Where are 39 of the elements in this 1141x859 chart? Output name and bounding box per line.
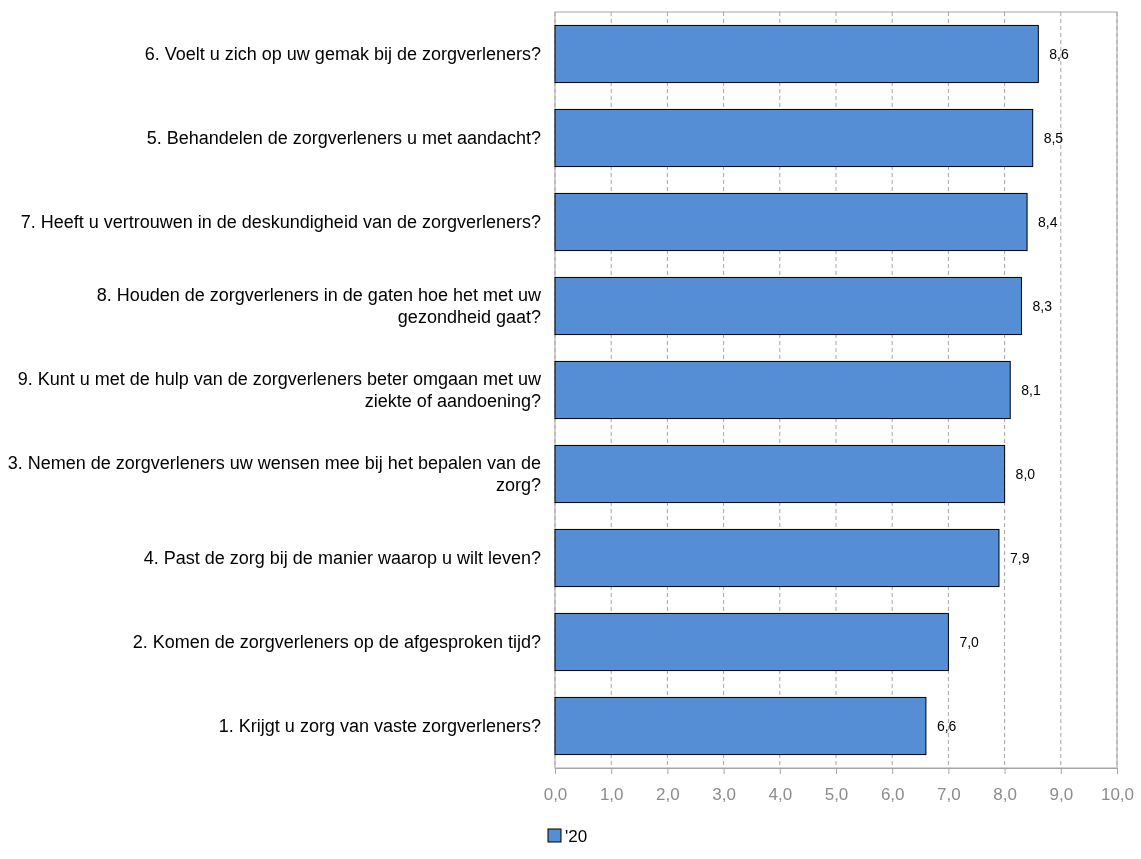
data-label: 8,0 (1015, 465, 1036, 482)
data-label: 8,4 (1038, 213, 1058, 230)
y-tick-label: 2. Komen de zorgverleners op de afgesproken tijd? (132, 632, 541, 653)
data-label: 8,5 (1043, 129, 1064, 146)
x-tick-label: 8,0 (993, 785, 1017, 805)
y-tick-label: 9. Kunt u met de hulp van de zorgverleners beter omgaan met uw ziekte of aandoening? (17, 369, 542, 412)
bar (554, 612, 949, 672)
bar (554, 444, 1006, 504)
y-tick-label: 6. Voelt u zich op uw gemak bij de zorgverleners? (144, 44, 541, 65)
y-tick-label: 1. Krijgt u zorg van vaste zorgverleners? (218, 716, 541, 737)
y-tick-label: 5. Behandelen de zorgverleners u met aandacht? (146, 128, 541, 149)
data-label: 7,0 (959, 633, 980, 650)
x-tick-label: 7,0 (937, 785, 961, 805)
data-label: 8,6 (1049, 45, 1069, 62)
y-tick-label: 7. Heeft u vertrouwen in de deskundigheid van de zorgverleners? (20, 212, 541, 233)
data-label: 8,3 (1032, 297, 1053, 314)
bar (554, 24, 1039, 84)
bar (554, 276, 1022, 336)
x-tick-label: 4,0 (768, 785, 793, 805)
bar (554, 360, 1011, 420)
x-tick-label: 5,0 (824, 785, 849, 805)
x-tick-label: 1,0 (599, 785, 624, 805)
x-tick-label: 6,0 (880, 785, 905, 805)
x-tick-label: 9,0 (1049, 785, 1074, 805)
y-tick-label: 8. Houden de zorgverleners in de gaten hoe het met uw gezondheid gaat? (96, 285, 542, 328)
bar (554, 192, 1028, 252)
data-label: 6,6 (936, 717, 957, 734)
bar (554, 528, 1000, 588)
legend-label: '20 (565, 826, 588, 846)
data-label: 8,1 (1021, 381, 1041, 398)
y-tick-label: 3. Nemen de zorgverleners uw wensen mee bij het bepalen van de zorg? (7, 453, 541, 496)
x-tick-label: 3,0 (712, 785, 736, 805)
y-tick-label: 4. Past de zorg bij de manier waarop u wilt leven? (143, 548, 541, 569)
x-tick-label: 2,0 (656, 785, 680, 805)
data-label: 7,9 (1009, 549, 1030, 566)
bar (554, 108, 1034, 168)
x-tick-label: 0,0 (543, 785, 568, 805)
bar (554, 696, 927, 756)
x-tick-label: 10,0 (1100, 785, 1135, 805)
